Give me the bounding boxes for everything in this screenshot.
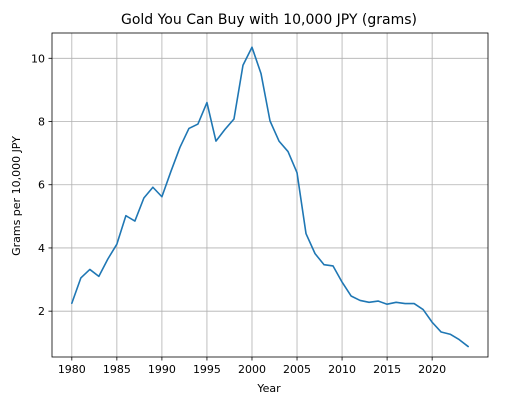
chart-title: Gold You Can Buy with 10,000 JPY (grams) xyxy=(121,12,417,28)
y-axis: 2 4 6 8 10 xyxy=(31,52,52,318)
plot-frame xyxy=(51,32,489,358)
x-tick-label: 2020 xyxy=(418,363,446,376)
series-layer xyxy=(71,46,469,348)
x-tick-label: 2000 xyxy=(238,363,266,376)
y-tick-label: 10 xyxy=(31,52,45,65)
y-tick-label: 2 xyxy=(38,305,45,318)
y-axis-label: Grams per 10,000 JPY xyxy=(10,136,23,256)
x-tick-label: 1990 xyxy=(148,363,176,376)
y-tick-label: 4 xyxy=(38,242,45,255)
series-line xyxy=(71,46,469,348)
x-tick-label: 2005 xyxy=(283,363,311,376)
y-tick-label: 6 xyxy=(38,179,45,192)
x-tick-label: 2010 xyxy=(328,363,356,376)
y-tick-label: 8 xyxy=(38,116,45,129)
x-tick-label: 2015 xyxy=(373,363,401,376)
x-tick-label: 1980 xyxy=(58,363,86,376)
x-axis-label: Year xyxy=(256,382,281,395)
x-tick-label: 1995 xyxy=(193,363,221,376)
x-axis: 1980 1985 1990 1995 2000 2005 2010 2015 2020 xyxy=(58,357,446,376)
x-tick-label: 1985 xyxy=(103,363,131,376)
